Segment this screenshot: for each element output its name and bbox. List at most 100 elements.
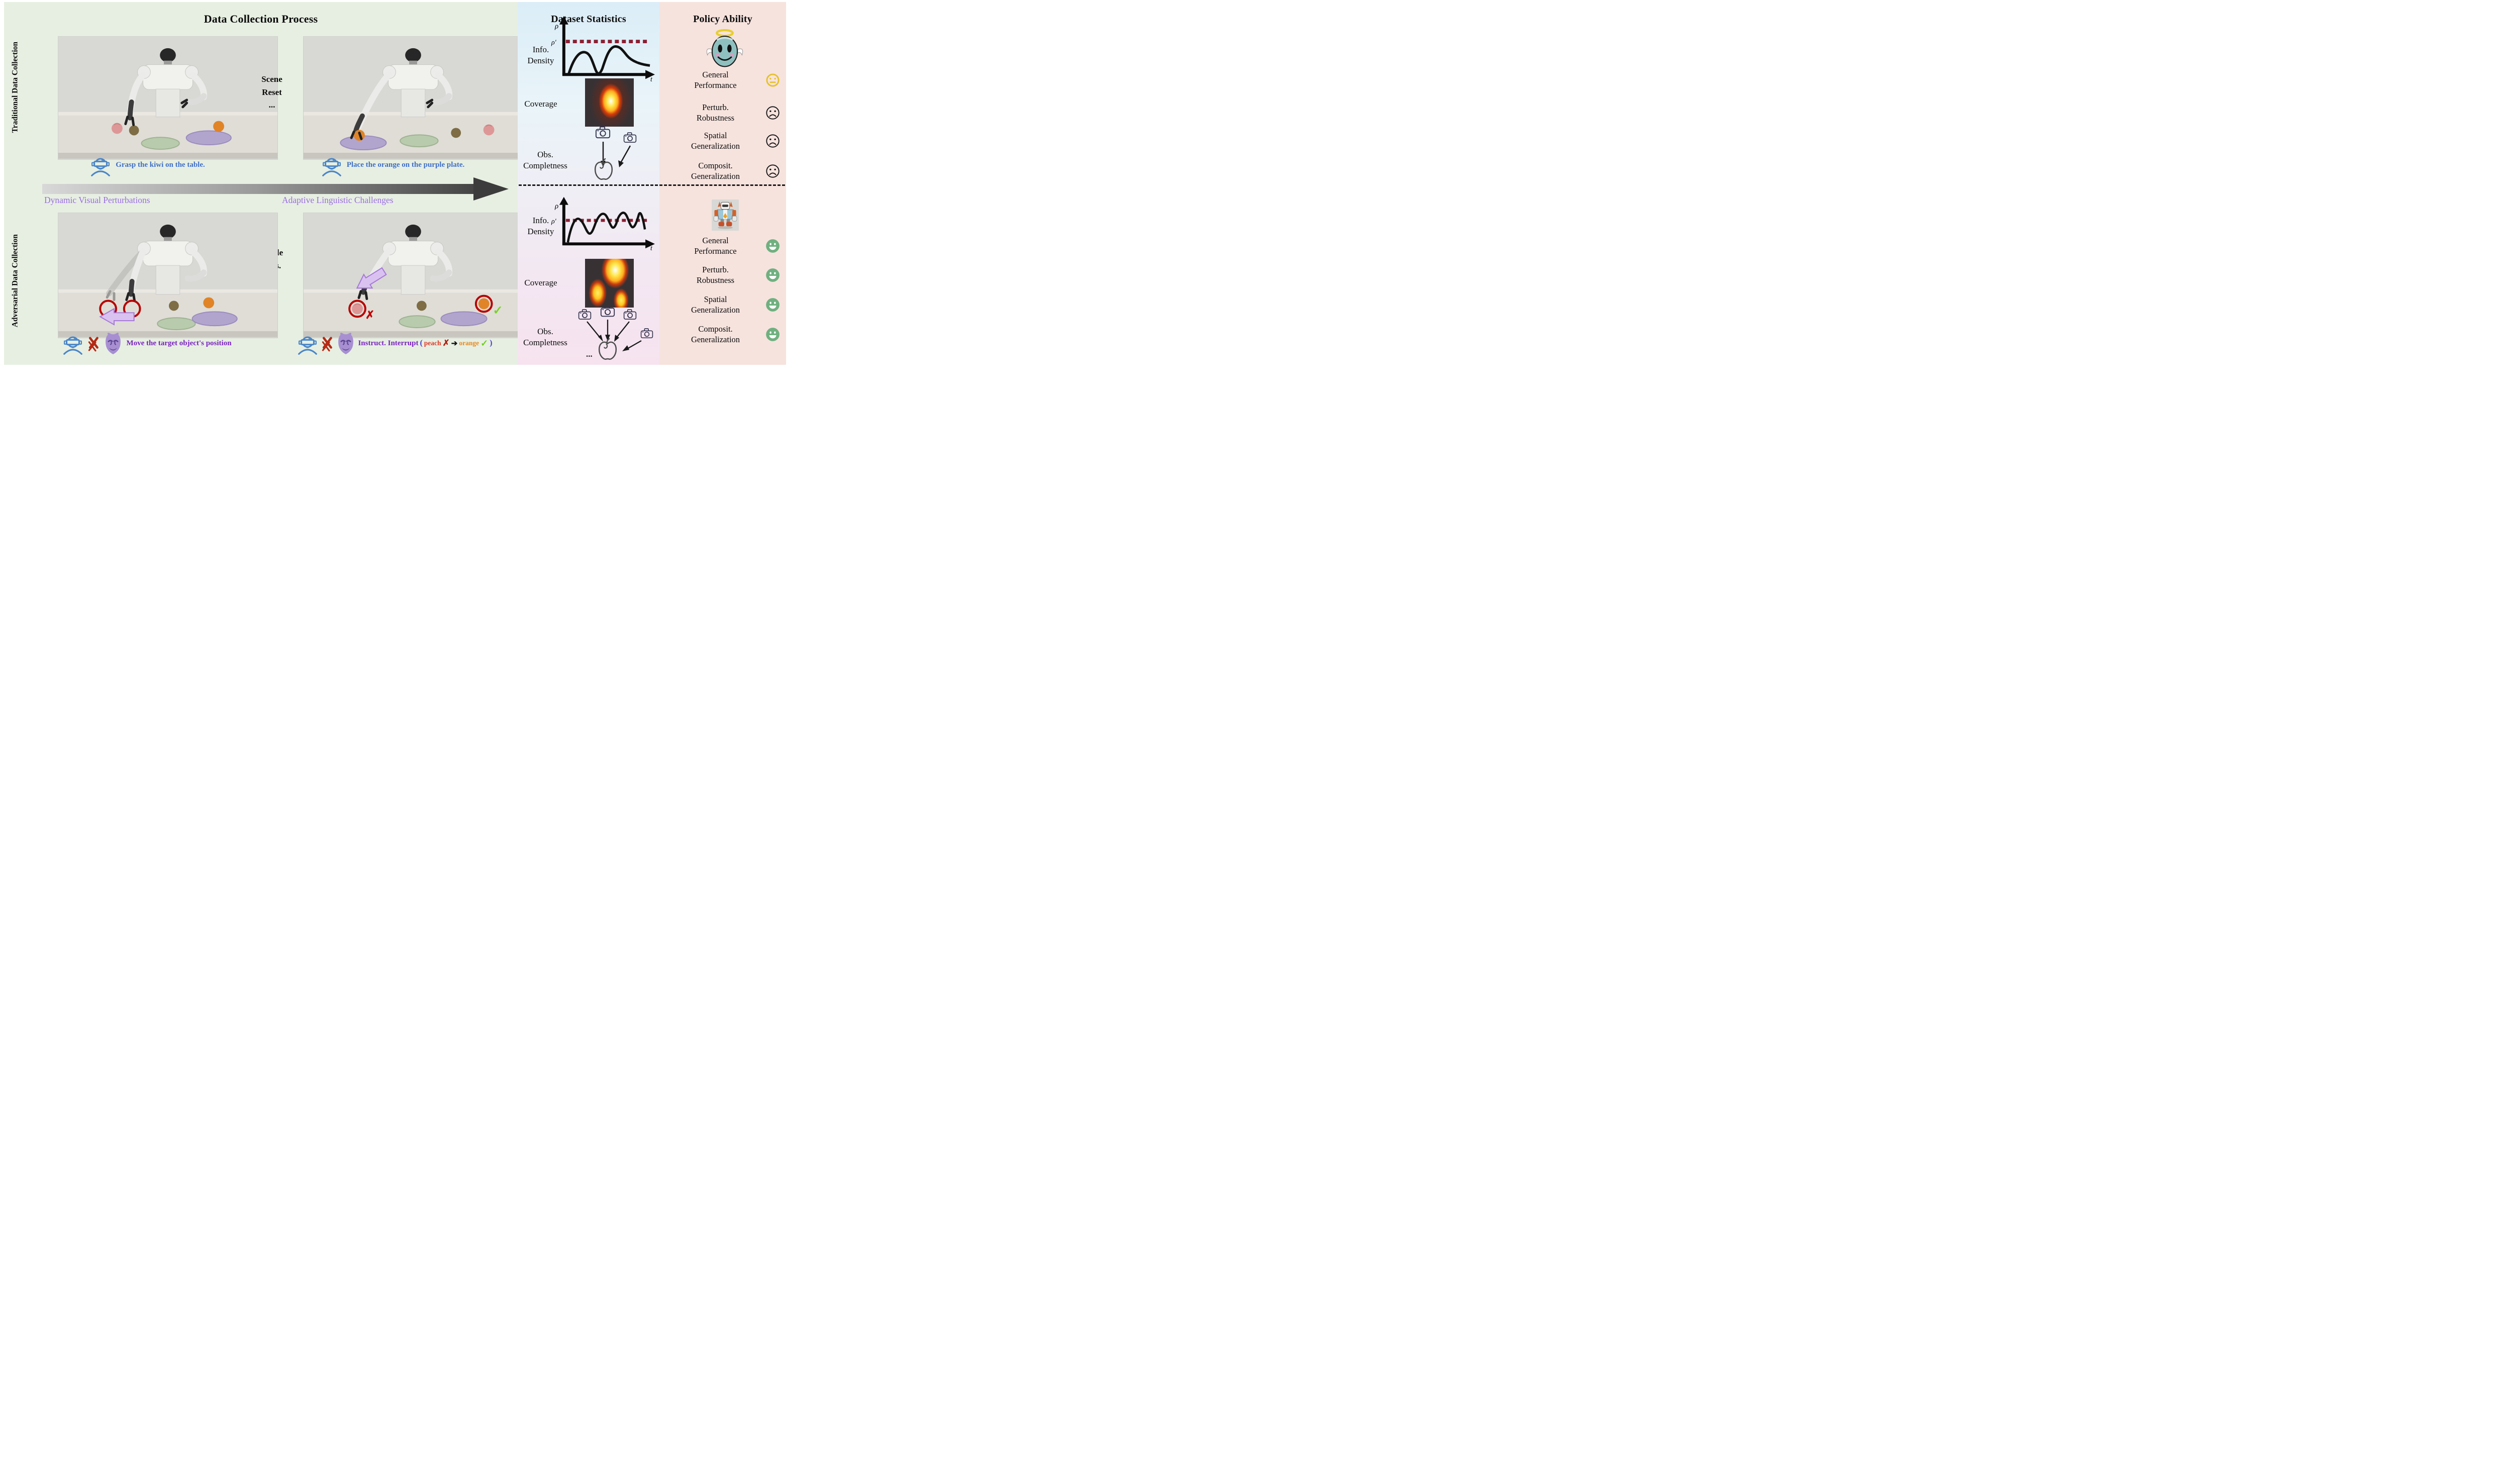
policy-row-spatial-generalization: Spatial Generalization (665, 130, 780, 152)
happy-face-icon (766, 239, 780, 253)
policy-row-perturb-robustness: Perturb. Robustness (665, 264, 780, 286)
sad-face-icon (766, 164, 780, 178)
x-mark: ✗ (442, 338, 450, 348)
camera-icon (595, 126, 611, 139)
photo-traditional-grasp (58, 37, 277, 159)
caption-place: Place the orange on the purple plate. (346, 160, 465, 169)
peach (352, 303, 363, 315)
caption-move-row: Move the target object's position (33, 329, 261, 357)
label-dynamic-visual-perturbations: Dynamic Visual Perturbations (44, 195, 150, 205)
traditional-adversarial-divider (519, 184, 785, 186)
obs-completeness-label: Obs. Completness (523, 327, 567, 348)
green-plate (141, 137, 180, 150)
policy-row-composit-generalization: Composit. Generalization (665, 160, 780, 182)
info-density-label: Info. Density (527, 216, 554, 237)
stats-title: Dataset Statistics (551, 13, 626, 25)
red-cross-icon (320, 333, 334, 353)
policy-row-general-performance: General Performance (665, 69, 780, 91)
happy-face-icon (766, 327, 780, 341)
table (304, 289, 523, 337)
panel-dataset-statistics: Dataset Statistics Info. Density ρ ρ' t … (518, 2, 659, 365)
purple-move-arrow (99, 308, 135, 326)
purple-plate (440, 311, 488, 327)
apple-icon (598, 338, 617, 360)
gripper (350, 130, 363, 140)
x-mark: ✗ (365, 309, 374, 321)
photo-adversarial-linguistic: ✗ ✓ (304, 213, 523, 338)
process-title: Data Collection Process (204, 12, 318, 25)
robot-avatar (712, 200, 739, 231)
vr-operator-icon (298, 336, 318, 355)
apple-icon (594, 158, 613, 180)
camera-icon (600, 305, 615, 317)
info-density-chart-adversarial: ρ ρ' t (551, 196, 655, 252)
policy-title: Policy Ability (693, 13, 752, 25)
orange (478, 298, 490, 310)
green-plate (399, 315, 436, 329)
coverage-heatmap-adversarial (585, 259, 634, 308)
coverage-label: Coverage (524, 278, 557, 287)
table (58, 112, 277, 159)
policy-row-spatial-generalization: Spatial Generalization (665, 293, 780, 316)
gripper (357, 290, 368, 301)
vr-operator-icon (322, 158, 341, 176)
obs-completeness-diagram-adversarial: ... (578, 305, 653, 360)
camera-icon (578, 309, 592, 320)
devil-emoji-icon (338, 332, 354, 355)
angel-emoji-icon (706, 29, 743, 67)
sad-face-icon (766, 134, 780, 148)
caption-interrupt-row: Instruct. Interrupt ( peach ✗ ➔ orange ✓… (278, 329, 512, 357)
panel-policy-ability: Policy Ability General Performance Pertur… (659, 2, 786, 365)
kiwi (129, 125, 139, 136)
x-axis-label: t (650, 76, 653, 83)
camera-icon (623, 132, 637, 143)
info-density-label: Info. Density (527, 45, 554, 66)
y-axis-label: ρ (554, 203, 558, 211)
green-plate (400, 134, 439, 148)
devil-emoji-icon (105, 332, 122, 355)
peach (483, 124, 495, 136)
scene-reset-note: Scene Reset ... (261, 74, 282, 110)
red-circle-annotation (474, 294, 493, 313)
kiwi (451, 128, 461, 138)
process-flow-arrow (42, 177, 509, 201)
caption-place-row: Place the orange on the purple plate. (283, 151, 503, 178)
check-mark: ✓ (480, 338, 489, 348)
caption-grasp: Grasp the kiwi on the table. (116, 160, 205, 169)
policy-row-general-performance: General Performance (665, 235, 780, 257)
purple-plate (185, 130, 232, 146)
kiwi (416, 301, 427, 311)
ellipsis: ... (586, 349, 593, 359)
neutral-face-icon (766, 73, 780, 87)
caption-interrupt: Instruct. Interrupt ( peach ✗ ➔ orange ✓… (358, 338, 493, 348)
camera-icon (623, 309, 637, 320)
green-plate (157, 317, 196, 330)
robot (106, 224, 208, 303)
vr-operator-icon (63, 336, 83, 355)
panel-data-collection-process: Data Collection Process Traditional Data… (4, 2, 523, 365)
kiwi (168, 301, 179, 311)
red-circle-annotation (348, 300, 366, 318)
coverage-heatmap-traditional (585, 78, 634, 127)
robot (350, 48, 453, 141)
sad-face-icon (766, 106, 780, 120)
obs-completeness-diagram-traditional (594, 126, 637, 180)
policy-row-perturb-robustness: Perturb. Robustness (665, 102, 780, 124)
red-cross-icon (86, 333, 100, 353)
label-adaptive-linguistic-challenges: Adaptive Linguistic Challenges (282, 195, 394, 205)
threshold-label: ρ' (551, 39, 557, 47)
density-curve (567, 45, 650, 75)
density-curve (566, 212, 646, 243)
info-density-chart-traditional: ρ ρ' t (551, 16, 655, 83)
arrow-glyph: ➔ (451, 339, 458, 348)
photo-traditional-place (304, 37, 523, 159)
photo-adversarial-visual (58, 213, 277, 338)
check-mark: ✓ (493, 304, 503, 317)
camera-icon (640, 328, 653, 339)
x-axis-label: t (650, 245, 653, 252)
obs-completeness-label: Obs. Completness (523, 150, 567, 171)
caption-grasp-row: Grasp the kiwi on the table. (38, 151, 257, 178)
peach (112, 123, 123, 134)
row-label-traditional: Traditional Data Collection (11, 41, 20, 133)
vr-operator-icon (91, 158, 111, 176)
